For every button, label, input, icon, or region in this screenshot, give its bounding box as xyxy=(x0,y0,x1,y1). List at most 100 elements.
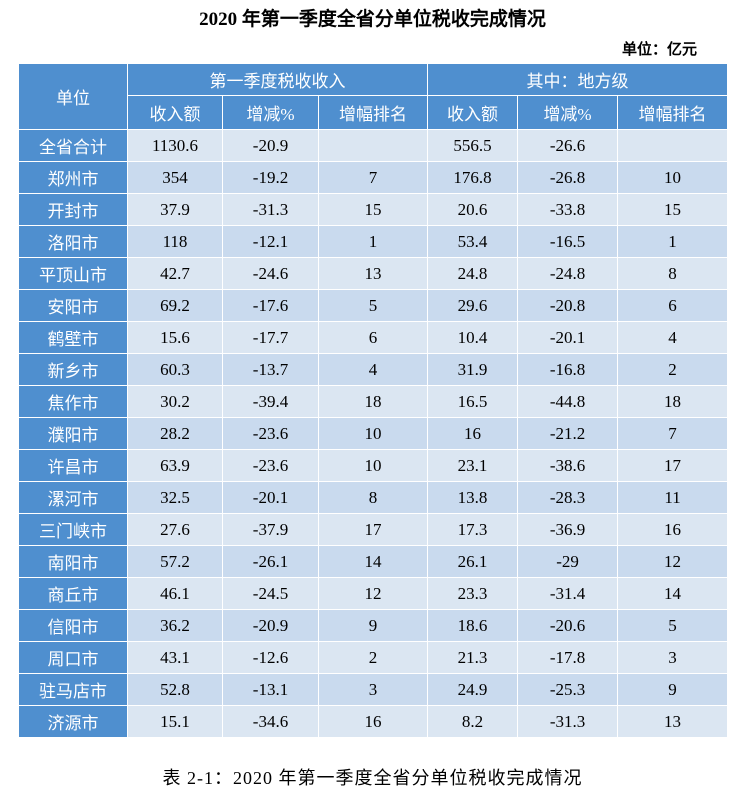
table-row: 驻马店市 52.8 -13.1 3 24.9 -25.3 9 xyxy=(18,673,729,706)
table-cell: 4 xyxy=(617,321,729,354)
table-cell: 18 xyxy=(617,385,729,418)
table-cell: -38.6 xyxy=(517,449,619,482)
table-cell: 52.8 xyxy=(127,673,223,706)
row-header: 洛阳市 xyxy=(18,225,128,258)
table-cell: 13 xyxy=(617,705,729,738)
row-header: 焦作市 xyxy=(18,385,128,418)
column-header: 增减% xyxy=(517,95,619,130)
table-cell: -36.9 xyxy=(517,513,619,546)
table-cell: 29.6 xyxy=(427,289,519,322)
table-cell: 5 xyxy=(617,609,729,642)
table-cell: -33.8 xyxy=(517,193,619,226)
table-cell: 176.8 xyxy=(427,161,519,194)
column-header: 增减% xyxy=(222,95,319,130)
table-cell: 63.9 xyxy=(127,449,223,482)
table-row: 郑州市 354 -19.2 7 176.8 -26.8 10 xyxy=(18,161,729,194)
table-cell: -31.4 xyxy=(517,577,619,610)
table-row: 新乡市 60.3 -13.7 4 31.9 -16.8 2 xyxy=(18,353,729,386)
column-header: 增幅排名 xyxy=(617,95,729,130)
table-cell: 15.1 xyxy=(127,705,223,738)
table-cell: 10.4 xyxy=(427,321,519,354)
table-row: 南阳市 57.2 -26.1 14 26.1 -29 12 xyxy=(18,545,729,578)
table-cell: -24.8 xyxy=(517,257,619,290)
table-cell: 17 xyxy=(617,449,729,482)
table-cell: 24.9 xyxy=(427,673,519,706)
tax-table: 单位 第一季度税收收入 其中：地方级 收入额 增减% 增幅排名 收入额 增减% 增幅排名 … xyxy=(18,63,729,738)
table-cell: -21.2 xyxy=(517,417,619,450)
table-cell: 20.6 xyxy=(427,193,519,226)
row-header: 漯河市 xyxy=(18,481,128,514)
table-cell: -28.3 xyxy=(517,481,619,514)
row-header: 平顶山市 xyxy=(18,257,128,290)
table-cell: -20.9 xyxy=(222,129,319,162)
table-row: 许昌市 63.9 -23.6 10 23.1 -38.6 17 xyxy=(18,449,729,482)
table-cell: 17.3 xyxy=(427,513,519,546)
row-header: 郑州市 xyxy=(18,161,128,194)
table-cell: -17.6 xyxy=(222,289,319,322)
row-header: 开封市 xyxy=(18,193,128,226)
table-cell: 10 xyxy=(617,161,729,194)
table-cell: 37.9 xyxy=(127,193,223,226)
table-cell: 14 xyxy=(317,545,429,578)
table-cell: 13 xyxy=(317,257,429,290)
group-header: 其中：地方级 xyxy=(427,63,729,96)
table-cell: 10 xyxy=(317,417,429,450)
table-cell: 16 xyxy=(427,417,519,450)
table-cell: -26.8 xyxy=(517,161,619,194)
table-row: 周口市 43.1 -12.6 2 21.3 -17.8 3 xyxy=(18,641,729,674)
table-row: 漯河市 32.5 -20.1 8 13.8 -28.3 11 xyxy=(18,481,729,514)
row-header: 许昌市 xyxy=(18,449,128,482)
table-body: 全省合计 1130.6 -20.9 556.5 -26.6 郑州市 354 -19.2 7 176… xyxy=(18,129,729,738)
table-cell: 5 xyxy=(317,289,429,322)
table-cell: 32.5 xyxy=(127,481,223,514)
table-cell: 30.2 xyxy=(127,385,223,418)
table-row: 平顶山市 42.7 -24.6 13 24.8 -24.8 8 xyxy=(18,257,729,290)
table-cell: 2 xyxy=(617,353,729,386)
table-cell: 4 xyxy=(317,353,429,386)
table-cell: 18 xyxy=(317,385,429,418)
table-cell: -39.4 xyxy=(222,385,319,418)
table-row: 洛阳市 118 -12.1 1 53.4 -16.5 1 xyxy=(18,225,729,258)
table-cell xyxy=(317,129,429,162)
table-cell: -20.1 xyxy=(222,481,319,514)
table-cell: -20.8 xyxy=(517,289,619,322)
table-cell: 354 xyxy=(127,161,223,194)
unit-label: 单位：亿元 xyxy=(621,42,697,58)
table-row: 三门峡市 27.6 -37.9 17 17.3 -36.9 16 xyxy=(18,513,729,546)
row-header: 信阳市 xyxy=(18,609,128,642)
table-cell: -25.3 xyxy=(517,673,619,706)
table-cell: -23.6 xyxy=(222,417,319,450)
table-cell: 11 xyxy=(617,481,729,514)
table-cell: 18.6 xyxy=(427,609,519,642)
table-cell: 10 xyxy=(317,449,429,482)
table-cell: -12.6 xyxy=(222,641,319,674)
table-cell: 1 xyxy=(617,225,729,258)
table-cell: -44.8 xyxy=(517,385,619,418)
table-cell: 556.5 xyxy=(427,129,519,162)
table-cell: 53.4 xyxy=(427,225,519,258)
table-cell: 23.1 xyxy=(427,449,519,482)
caption: 表 2-1：2020 年第一季度全省分单位税收完成情况 xyxy=(162,768,583,788)
table-cell: 16 xyxy=(617,513,729,546)
table-cell: 8 xyxy=(317,481,429,514)
table-head: 单位 第一季度税收收入 其中：地方级 收入额 增减% 增幅排名 收入额 增减% 增幅排名 xyxy=(18,63,729,130)
table-row: 济源市 15.1 -34.6 16 8.2 -31.3 13 xyxy=(18,705,729,738)
table-cell: 6 xyxy=(317,321,429,354)
table-cell: -31.3 xyxy=(517,705,619,738)
row-header: 济源市 xyxy=(18,705,128,738)
table-cell: -20.6 xyxy=(517,609,619,642)
table-cell: 16.5 xyxy=(427,385,519,418)
row-header: 三门峡市 xyxy=(18,513,128,546)
table-cell: 3 xyxy=(317,673,429,706)
row-header: 南阳市 xyxy=(18,545,128,578)
table-cell: 27.6 xyxy=(127,513,223,546)
table-cell: 24.8 xyxy=(427,257,519,290)
table-cell: 26.1 xyxy=(427,545,519,578)
table-cell: -34.6 xyxy=(222,705,319,738)
header-row: 收入额 增减% 增幅排名 收入额 增减% 增幅排名 xyxy=(19,95,729,130)
table-cell: 6 xyxy=(617,289,729,322)
table-cell: -24.5 xyxy=(222,577,319,610)
table-cell: 17 xyxy=(317,513,429,546)
table-cell: 9 xyxy=(317,609,429,642)
